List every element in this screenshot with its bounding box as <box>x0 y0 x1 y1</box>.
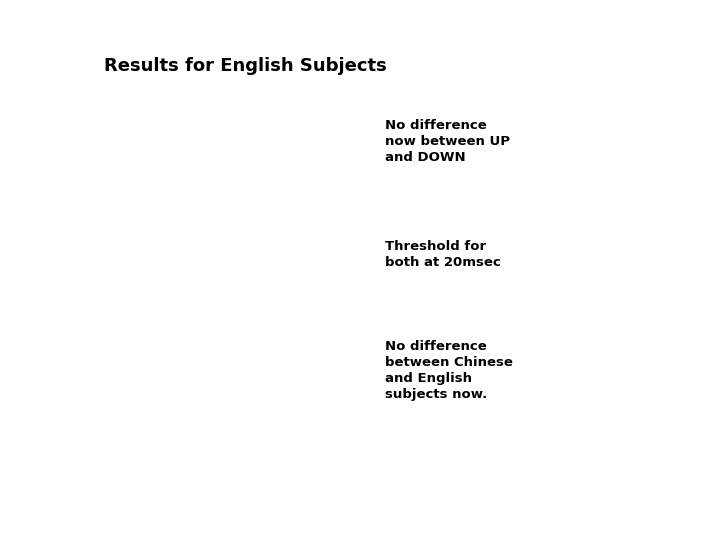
Text: No difference
between Chinese
and English
subjects now.: No difference between Chinese and Englis… <box>385 340 513 401</box>
Text: Threshold for
both at 20msec: Threshold for both at 20msec <box>385 240 501 269</box>
Text: Results for English Subjects: Results for English Subjects <box>104 57 387 75</box>
Text: No difference
now between UP
and DOWN: No difference now between UP and DOWN <box>385 119 510 164</box>
